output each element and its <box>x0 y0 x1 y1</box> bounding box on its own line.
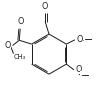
Text: −: − <box>83 35 93 45</box>
Text: O: O <box>42 2 48 11</box>
Text: O: O <box>76 35 83 44</box>
Text: O: O <box>5 41 11 50</box>
Text: O: O <box>17 17 23 26</box>
Text: −: − <box>80 71 90 81</box>
Text: CH₃: CH₃ <box>14 54 26 60</box>
Text: O: O <box>75 65 82 74</box>
